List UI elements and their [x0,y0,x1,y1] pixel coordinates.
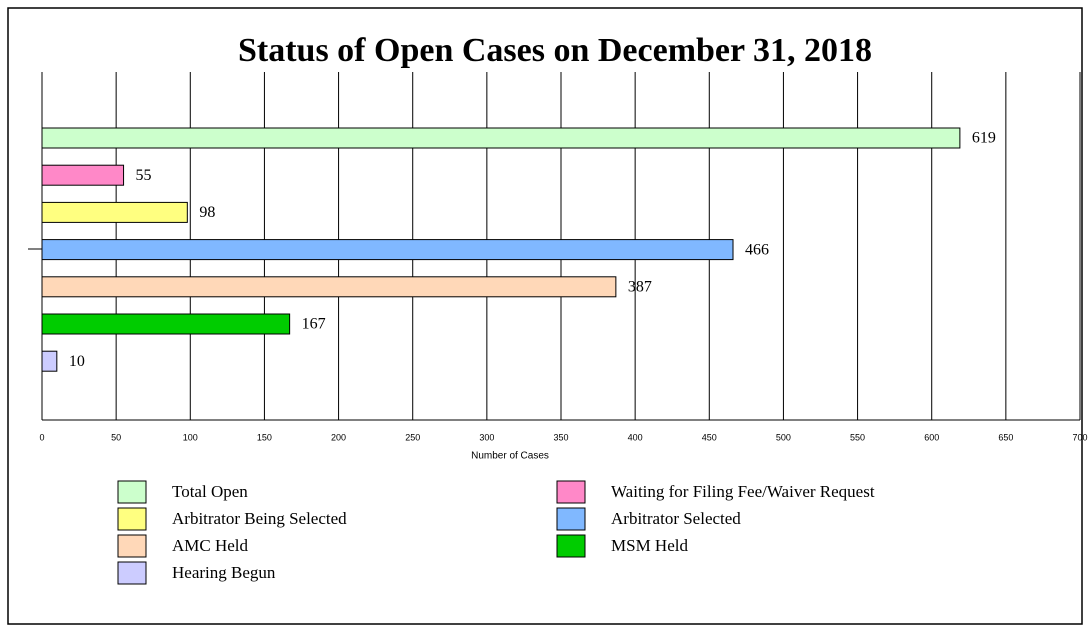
value-label: 55 [136,167,152,184]
value-label: 167 [302,316,326,333]
legend-swatch [556,480,586,504]
value-label: 98 [199,204,215,221]
legend-swatch [117,561,147,585]
x-tick-label: 250 [405,432,420,442]
x-tick-label: 200 [331,432,346,442]
x-tick-label: 300 [479,432,494,442]
legend-label: Waiting for Filing Fee/Waiver Request [611,482,875,501]
x-tick-label: 600 [924,432,939,442]
bar [41,239,734,261]
chart-title: Status of Open Cases on December 31, 201… [238,32,872,69]
legend-label: Arbitrator Being Selected [172,509,347,528]
value-label: 387 [628,278,652,295]
x-tick-label: 50 [111,432,121,442]
x-tick-label: 450 [702,432,717,442]
x-tick-label: 0 [39,432,44,442]
legend-label: AMC Held [172,536,249,555]
x-tick-label: 400 [628,432,643,442]
bar [41,127,961,149]
legend-swatch [556,507,586,531]
bar [41,201,188,223]
bar [41,313,291,335]
x-tick-label: 150 [257,432,272,442]
x-tick-label: 500 [776,432,791,442]
legend-label: Total Open [172,482,248,501]
x-tick-label: 550 [850,432,865,442]
legend-swatch [117,480,147,504]
bar [41,276,617,298]
legend-swatch [556,534,586,558]
legend-swatch [117,534,147,558]
x-tick-label: 350 [553,432,568,442]
x-tick-label: 650 [998,432,1013,442]
value-label: 619 [972,130,996,147]
x-axis-label: Number of Cases [471,451,549,462]
bar [41,164,125,186]
legend-swatch [117,507,147,531]
x-tick-label: 100 [183,432,198,442]
bar [41,350,58,372]
legend-label: Hearing Begun [172,563,276,582]
x-tick-label: 700 [1072,432,1087,442]
value-label: 10 [69,353,85,370]
value-label: 466 [745,241,769,258]
legend-label: Arbitrator Selected [611,509,741,528]
legend-label: MSM Held [611,536,688,555]
